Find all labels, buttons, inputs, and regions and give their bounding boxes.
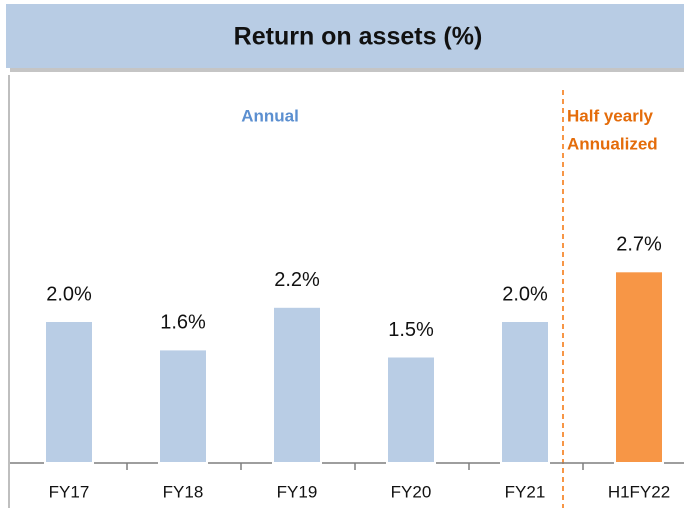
chart-title: Return on assets (%) (234, 23, 483, 51)
x-tick-label: H1FY22 (608, 482, 670, 501)
bar (272, 305, 322, 464)
data-label: 1.6% (160, 312, 206, 334)
data-label: 2.7% (616, 234, 662, 256)
data-label: 1.5% (388, 319, 434, 341)
bar (386, 355, 436, 464)
x-tick-label: FY18 (163, 482, 204, 501)
annotation: Annual (241, 106, 299, 125)
bar (500, 320, 550, 464)
x-ticks (126, 463, 584, 470)
annotation: Half yearly (567, 106, 654, 125)
x-tick-label: FY17 (49, 482, 90, 501)
annotation: Annualized (567, 134, 658, 153)
data-label: 2.2% (274, 269, 320, 291)
x-tick-label: FY19 (277, 482, 318, 501)
x-tick-label: FY20 (391, 482, 432, 501)
data-label: 2.0% (46, 283, 92, 305)
title-banner (6, 4, 684, 68)
bar (614, 270, 664, 464)
bar (44, 320, 94, 464)
bar (158, 348, 208, 464)
data-label: 2.0% (502, 283, 548, 305)
x-tick-label: FY21 (505, 482, 546, 501)
